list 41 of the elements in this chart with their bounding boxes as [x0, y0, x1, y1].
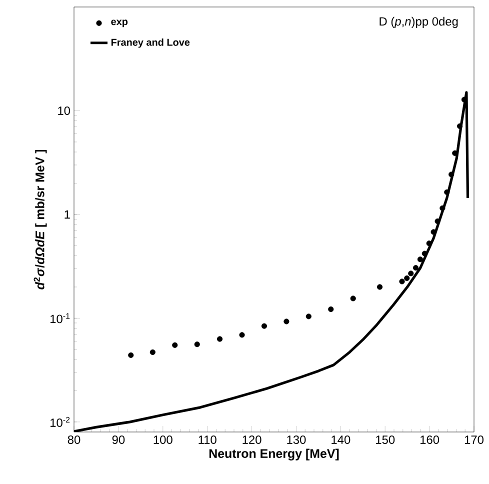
point	[194, 342, 200, 348]
x-tick-label: 90	[112, 436, 125, 444]
x-tick-label: 110	[198, 436, 216, 444]
x-tick-label: 100	[154, 436, 172, 444]
point	[376, 284, 383, 290]
point	[444, 189, 450, 195]
point	[350, 296, 356, 302]
point	[404, 275, 410, 281]
point	[440, 205, 446, 211]
point	[150, 349, 156, 356]
point	[284, 318, 290, 324]
point	[172, 342, 178, 348]
y-tick-label: 10$^{-1}$	[50, 313, 70, 324]
x-tick-label: 120	[242, 436, 262, 444]
point	[399, 278, 405, 284]
y-tick-label: 10	[58, 106, 70, 115]
x-tick-label: 80	[68, 436, 80, 444]
x-tick-label: 170	[464, 436, 484, 444]
x-axis-title: Neutron Energy [MeV]	[209, 448, 339, 460]
y-tick-label: 1	[64, 210, 70, 219]
legend-label: Franey and Love	[111, 38, 190, 48]
point	[434, 218, 440, 224]
point	[261, 323, 268, 329]
x-tick-label: 150	[376, 436, 395, 444]
point	[417, 256, 424, 262]
x-tick-label: 130	[287, 436, 306, 444]
point	[456, 123, 463, 129]
point	[216, 336, 223, 342]
point	[239, 332, 245, 338]
x-tick-label: 160	[420, 436, 440, 444]
y-axis-title: d$^{2}$σ/dΩdE [ mb/sr MeV ]	[34, 150, 47, 290]
point	[128, 352, 134, 358]
legend-label: exp	[111, 20, 128, 28]
point	[306, 314, 312, 320]
point	[412, 265, 419, 271]
point	[448, 172, 454, 178]
y-tick-label: 10$^{-2}$	[50, 416, 70, 427]
point	[328, 306, 334, 312]
annotation: D (p,n)pp 0deg	[380, 16, 458, 28]
point	[408, 270, 414, 276]
x-tick-label: 140	[332, 436, 350, 444]
